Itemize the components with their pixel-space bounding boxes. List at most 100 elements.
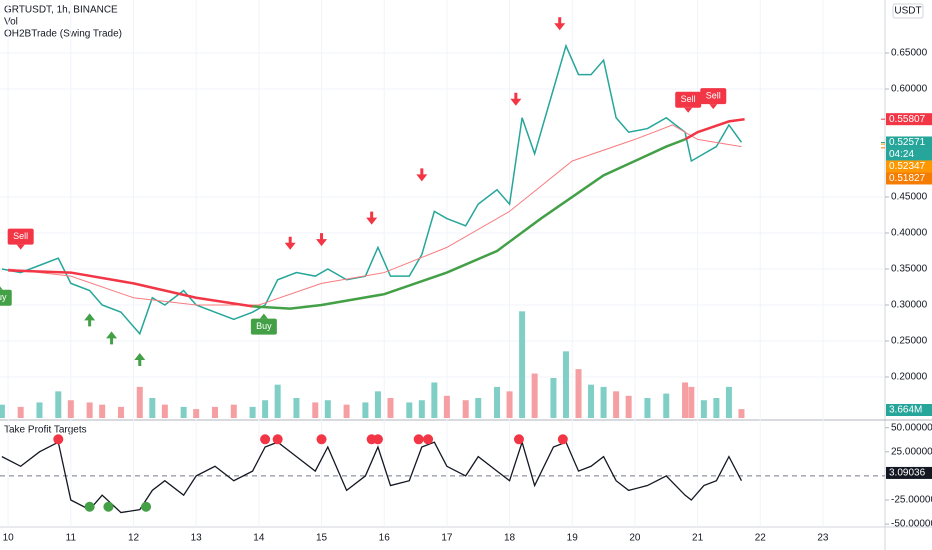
volume-bar: [324, 400, 331, 418]
x-tick-label: 23: [817, 533, 829, 544]
price-label: 0.52571: [889, 137, 926, 148]
symbol-title: GRTUSDT, 1h, BINANCE: [4, 5, 118, 16]
volume-bar: [475, 398, 482, 418]
currency[interactable]: USDT: [894, 6, 921, 17]
volume-bar: [117, 406, 124, 418]
volume-bar: [588, 384, 595, 418]
volume-bar: [136, 386, 143, 418]
volume-bar: [406, 402, 413, 418]
volume-bar: [161, 404, 168, 418]
volume-bar: [262, 400, 269, 418]
price-label-box: [886, 113, 932, 126]
target-marker: [423, 434, 434, 445]
price-line: [1, 43, 743, 336]
y-tick-label: 25.00000: [891, 446, 932, 457]
target-marker: [84, 501, 95, 512]
volume-bar: [519, 311, 526, 418]
currency-box[interactable]: [892, 3, 924, 19]
volume-bar: [343, 404, 350, 418]
signal-label-box: [700, 88, 727, 105]
volume-bar: [230, 404, 237, 418]
countdown: 04:24: [889, 149, 914, 160]
volume-bar: [418, 400, 425, 418]
volume-bar: [663, 393, 670, 418]
signal-arrow: [134, 352, 146, 366]
price-label-box: [886, 172, 932, 185]
price-label: 0.55807: [889, 114, 926, 125]
y-tick-label: 50.00000: [891, 422, 932, 433]
volume-bar: [431, 382, 438, 418]
y-tick-label: 0.30000: [891, 300, 928, 311]
volume-bar: [494, 386, 501, 418]
oscillator-last-box: [886, 466, 932, 479]
volume-bar: [688, 386, 695, 418]
x-tick-label: 20: [629, 533, 641, 544]
signal-arrow: [366, 211, 378, 225]
volume-bar: [531, 373, 538, 418]
y-tick-label: -50.00000: [891, 519, 932, 530]
target-marker: [103, 501, 114, 512]
y-tick-label: -25.00000: [891, 495, 932, 506]
signal-pointer: [684, 107, 693, 113]
price-label: 0.51827: [889, 173, 926, 184]
signal-arrow: [84, 313, 96, 327]
signal-pointer: [259, 313, 268, 319]
countdown-box: [886, 148, 932, 161]
volume-bar: [713, 398, 720, 418]
signal-label: Sell: [706, 91, 721, 101]
volume-bar: [387, 398, 394, 418]
x-tick-label: 14: [253, 533, 265, 544]
volume-bar: [274, 384, 281, 418]
target-marker: [53, 434, 64, 445]
x-tick-label: 12: [128, 533, 140, 544]
target-marker: [372, 434, 383, 445]
y-tick-label: 0.20000: [891, 372, 928, 383]
signal-arrow: [284, 236, 296, 250]
x-tick-label: 10: [3, 533, 15, 544]
signal-label-box: [7, 228, 34, 245]
volume-bar: [249, 406, 256, 418]
y-tick-label: 0.45000: [891, 192, 928, 203]
target-marker: [141, 501, 152, 512]
signal-arrow: [510, 92, 522, 106]
volume-bar: [86, 402, 93, 418]
target-marker: [272, 434, 283, 445]
indicator-label: OH2BTrade (Swing Trade): [4, 29, 122, 40]
oscillator-title: Take Profit Targets: [4, 425, 87, 436]
y-tick-label: 0.65000: [891, 48, 928, 59]
signal-arrow: [554, 17, 566, 31]
volume-bar: [374, 391, 381, 418]
signal-label: Sell: [13, 231, 28, 241]
signal-pointer: [0, 286, 3, 290]
volume-last-label-box: [886, 404, 932, 416]
signal-label-box: [0, 289, 12, 306]
moving-average: [8, 124, 742, 306]
signal-label-box: [675, 91, 702, 108]
volume-bar: [0, 404, 5, 418]
x-tick-label: 13: [191, 533, 203, 544]
volume-bar: [67, 400, 74, 418]
signal-arrow: [316, 233, 328, 247]
x-tick-label: 21: [692, 533, 704, 544]
volume-label: Vol: [4, 17, 18, 28]
volume-bar: [293, 398, 300, 418]
y-tick-label: 0.40000: [891, 228, 928, 239]
signal-pointer: [16, 244, 25, 250]
moving-average: [684, 117, 745, 141]
target-marker: [413, 434, 424, 445]
volume-bar: [17, 406, 24, 418]
volume-bar: [550, 378, 557, 418]
volume-bar: [644, 398, 651, 418]
x-tick-label: 19: [567, 533, 579, 544]
volume-bar: [562, 351, 569, 418]
y-tick-label: 0.25000: [891, 336, 928, 347]
volume-bar: [613, 391, 620, 418]
oscillator-last-label: 3.09036: [889, 468, 926, 479]
volume-bar: [149, 398, 156, 418]
volume-bar: [725, 386, 732, 418]
x-tick-label: 22: [755, 533, 767, 544]
price-label-box: [886, 160, 932, 173]
moving-average: [8, 269, 253, 308]
x-tick-label: 16: [379, 533, 391, 544]
x-tick-label: 15: [316, 533, 328, 544]
